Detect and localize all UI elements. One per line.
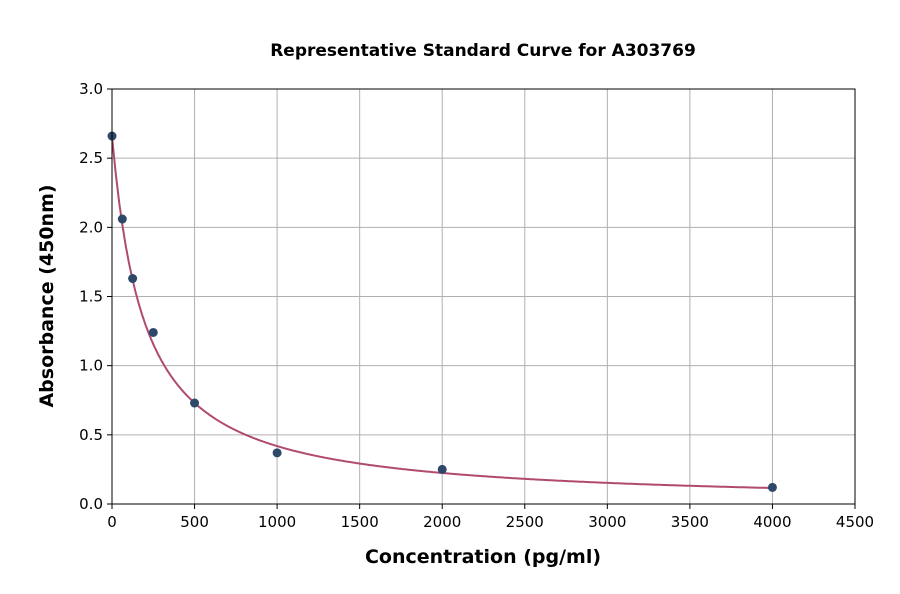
plot-frame <box>111 88 856 505</box>
x-tick-label: 2500 <box>506 513 544 531</box>
y-tick-label: 3.0 <box>79 80 103 98</box>
y-tick-label: 1.5 <box>79 288 103 306</box>
data-points <box>107 131 777 492</box>
x-tick-label: 1500 <box>341 513 379 531</box>
y-tick-label: 2.0 <box>79 218 103 236</box>
data-point <box>117 214 127 224</box>
x-tick-label: 3000 <box>588 513 626 531</box>
x-tick-label: 4500 <box>836 513 874 531</box>
x-tick-label: 4000 <box>753 513 791 531</box>
x-tick-label: 2000 <box>423 513 461 531</box>
x-axis-ticks: 0 500 1000 1500 2000 2500 3000 3500 4000 4500 <box>107 504 874 531</box>
data-point <box>148 327 158 337</box>
y-tick-label: 0.5 <box>79 426 103 444</box>
data-point <box>190 398 200 408</box>
x-tick-label: 3500 <box>671 513 709 531</box>
y-axis-ticks: 0.0 0.5 1.0 1.5 2.0 2.5 3.0 <box>79 80 112 513</box>
y-tick-label: 1.0 <box>79 357 103 375</box>
chart-title: Representative Standard Curve for A30376… <box>270 41 696 61</box>
data-point <box>767 482 777 492</box>
data-point <box>272 448 282 458</box>
y-tick-label: 2.5 <box>79 149 103 167</box>
grid <box>111 88 856 505</box>
x-axis-label: Concentration (pg/ml) <box>365 546 601 568</box>
data-point <box>437 464 447 474</box>
y-axis-label: Absorbance (450nm) <box>36 184 58 407</box>
y-tick-label: 0.0 <box>79 495 103 513</box>
x-tick-label: 500 <box>180 513 209 531</box>
data-point <box>128 274 138 284</box>
x-tick-label: 0 <box>107 513 117 531</box>
x-tick-label: 1000 <box>258 513 296 531</box>
